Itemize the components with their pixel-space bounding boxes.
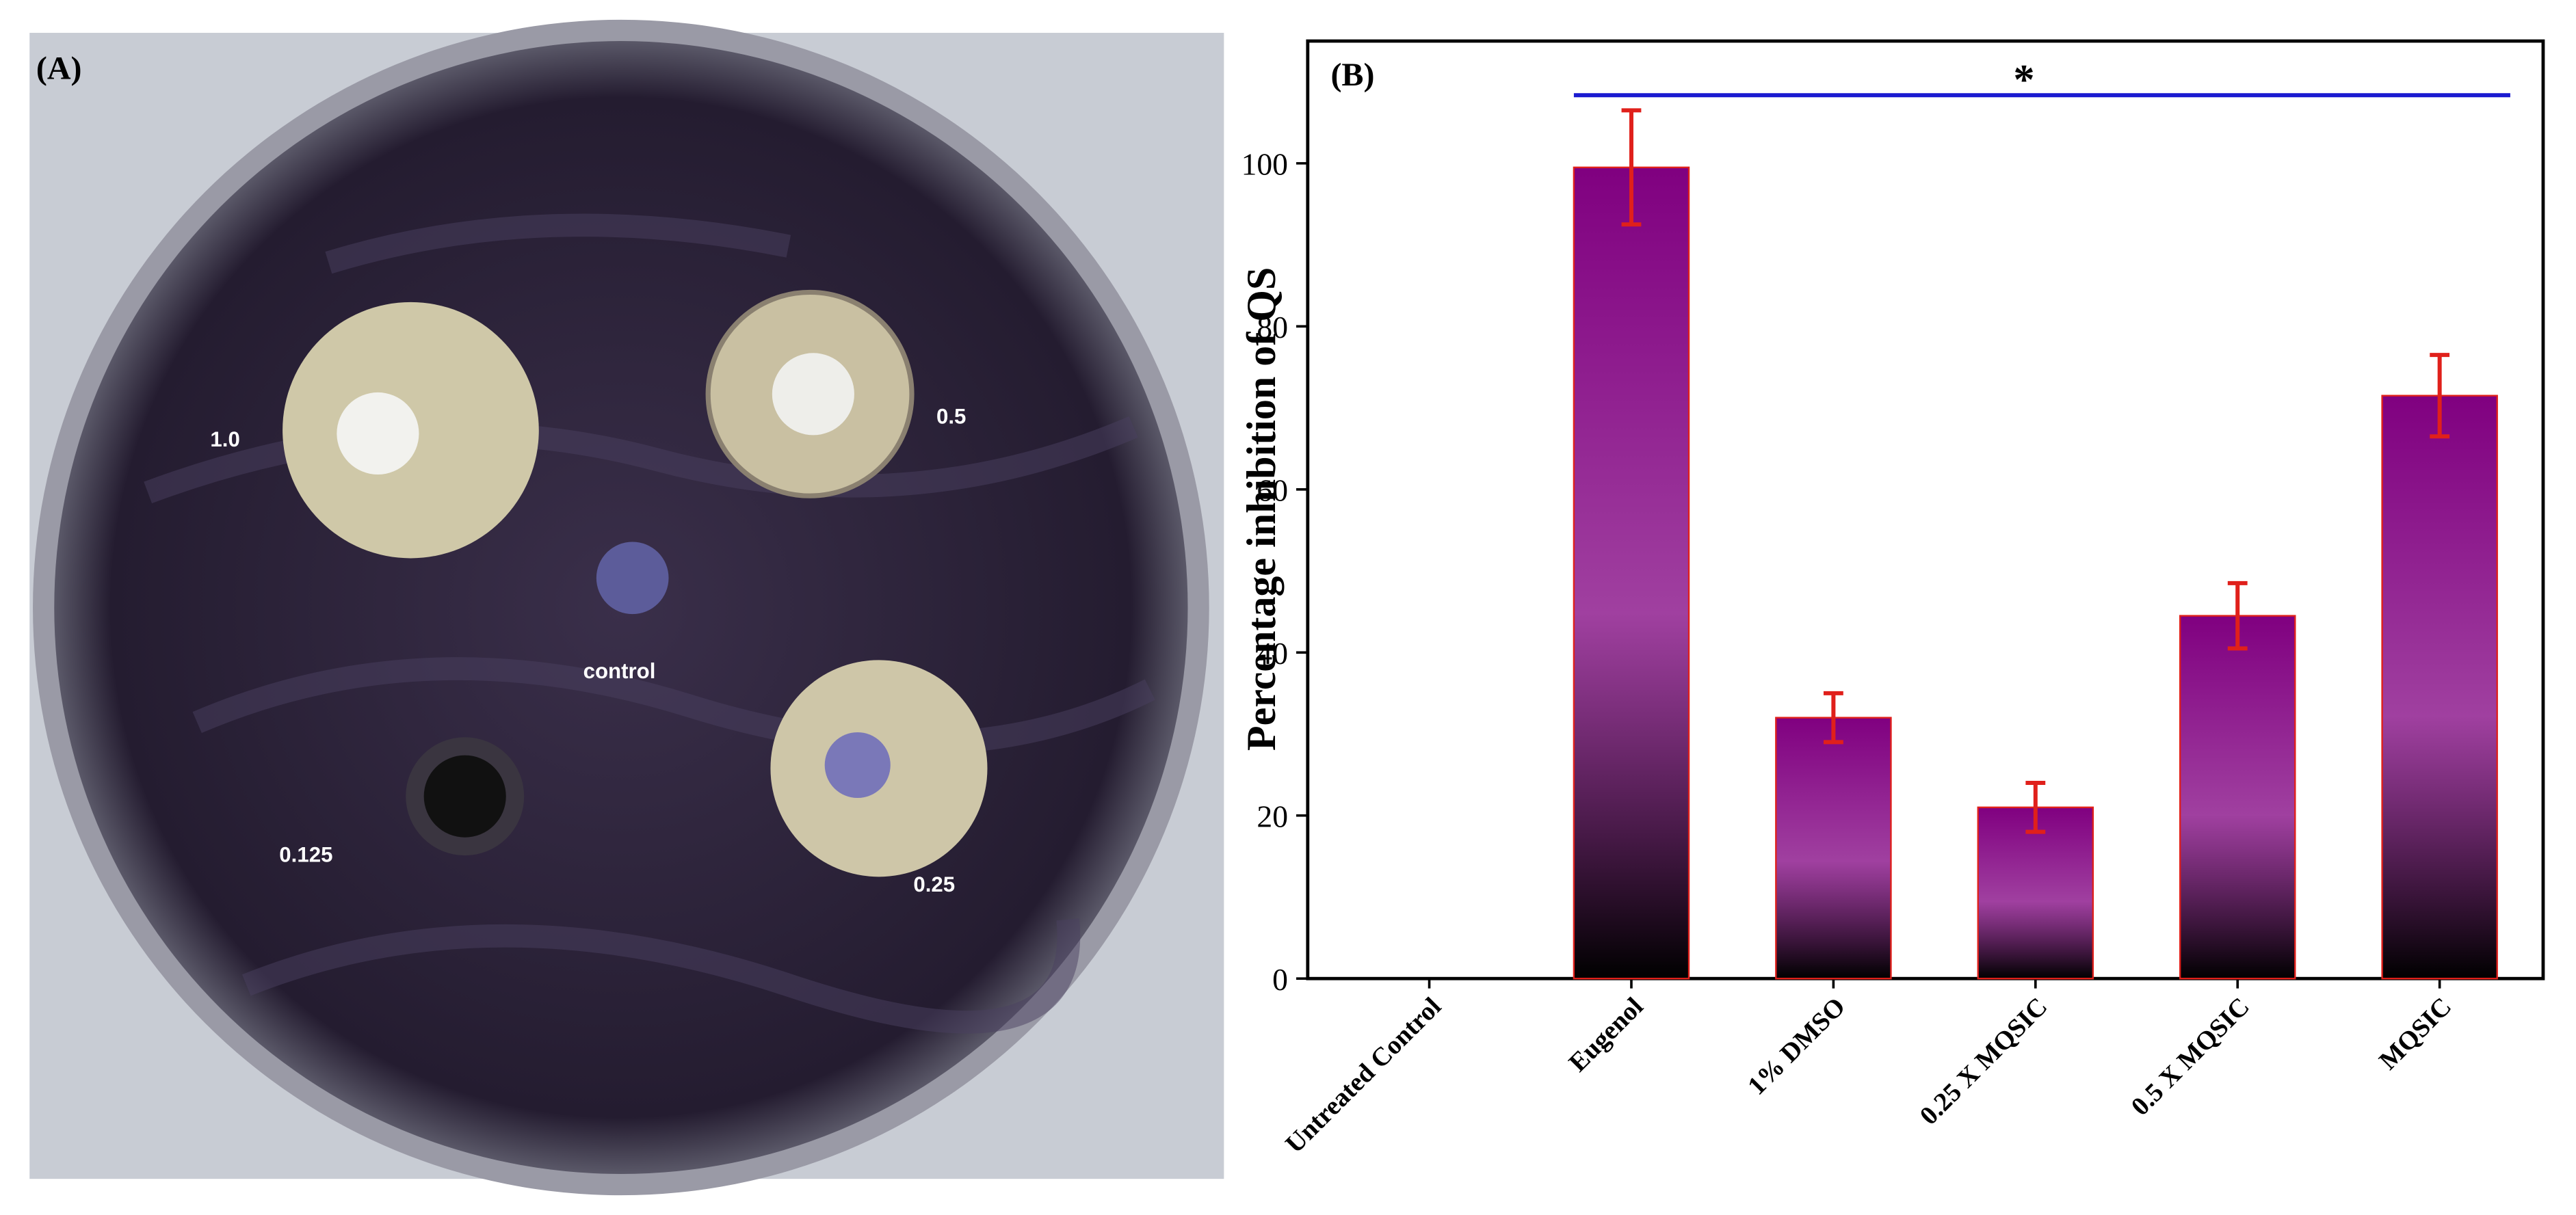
x-tick-label: 1% DMSO — [1742, 992, 1851, 1101]
disc — [337, 392, 419, 475]
significance-marker: * — [2013, 55, 2034, 103]
panel-a: (A) 1.0 0.5 control 0.125 0.25 — [29, 19, 1224, 1196]
disc-label: 1.0 — [210, 427, 239, 451]
x-tick-label: Untreated Control — [1280, 992, 1447, 1159]
y-tick-label: 80 — [1257, 310, 1288, 345]
y-tick-label: 20 — [1257, 799, 1288, 834]
disc — [596, 542, 669, 615]
y-tick-label: 40 — [1257, 636, 1288, 671]
bar — [1573, 166, 1690, 980]
disc-label: 0.5 — [936, 405, 966, 429]
y-tick-label: 0 — [1272, 962, 1288, 997]
bar — [2179, 615, 2296, 980]
y-tick-label: 60 — [1257, 473, 1288, 508]
disc-label: 0.125 — [279, 843, 332, 867]
y-axis-label: Percentage inhibition of QS — [1239, 267, 1284, 751]
disc — [824, 732, 891, 799]
bar — [2381, 395, 2498, 980]
bar — [1977, 806, 2094, 980]
disc — [772, 353, 854, 436]
y-tick-label: 100 — [1241, 147, 1288, 182]
x-tick-label: 0.25 X MQSIC — [1915, 992, 2053, 1130]
bar — [1775, 717, 1892, 980]
panel-b: (B) Percentage inhibition of QS 0 20 40 60 8… — [1239, 39, 2545, 1159]
disc — [423, 755, 506, 838]
x-tick-label: MQSIC — [2374, 992, 2457, 1076]
x-tick-label: 0.5 X MQSIC — [2126, 992, 2255, 1121]
plot-frame — [1306, 39, 2545, 980]
streaks — [144, 213, 1155, 1034]
disc-label: 0.25 — [913, 872, 955, 896]
x-tick-label: Eugenol — [1564, 992, 1649, 1078]
panel-label: (B) — [1330, 57, 1374, 93]
disc-label: control — [583, 659, 656, 683]
panel-label: (A) — [36, 50, 82, 86]
